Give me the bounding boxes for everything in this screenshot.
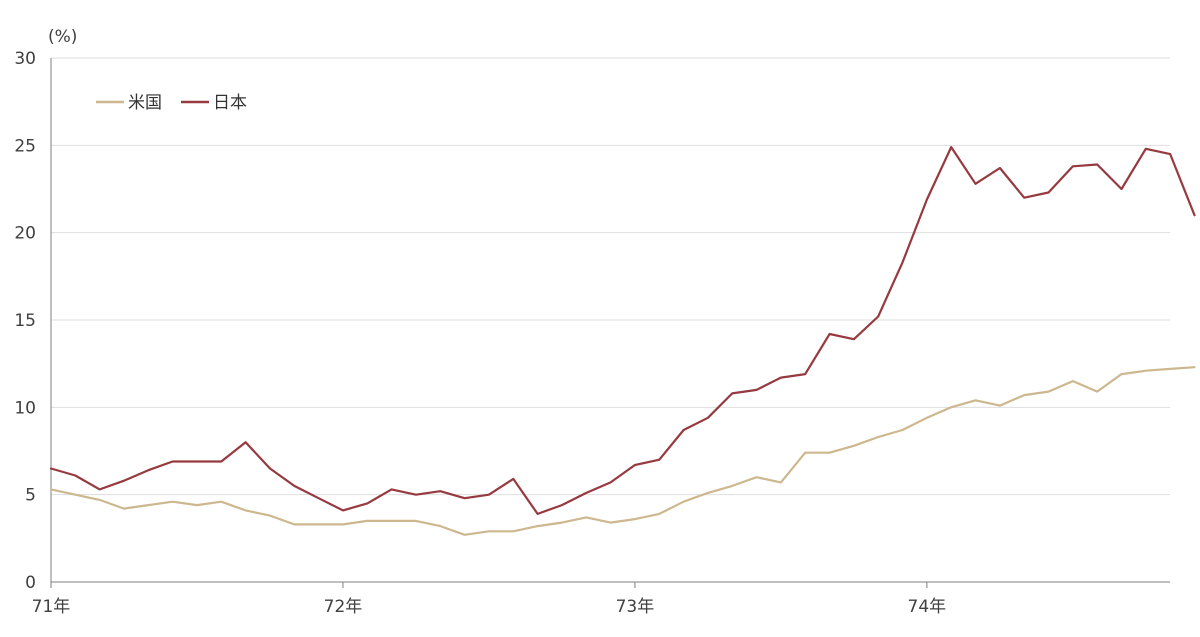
y-tick-label: 20: [14, 224, 36, 244]
y-tick-label: 30: [14, 49, 36, 69]
y-tick-label: 10: [14, 398, 36, 418]
y-tick-label: 25: [14, 136, 36, 156]
y-tick-label: 15: [14, 311, 36, 331]
x-tick-label: 72年: [324, 597, 363, 617]
gridlines: [51, 57, 1170, 496]
y-tick-label: 0: [25, 573, 36, 593]
series-line-us: [49, 366, 1196, 536]
legend-label-japan: 日本: [213, 93, 247, 113]
legend: 米国 日本: [96, 93, 247, 113]
y-tick-label: 5: [25, 486, 36, 506]
axes: 0 5 10 15 20 25 30 71年 72年 73年 74年: [14, 49, 1170, 617]
x-tick-label: 71年: [32, 597, 71, 617]
x-tick-label: 74年: [908, 597, 947, 617]
series-lines: [49, 146, 1196, 536]
y-axis-unit-label: (%): [48, 27, 77, 47]
legend-label-us: 米国: [128, 93, 162, 113]
series-line-japan: [49, 146, 1196, 516]
x-tick-label: 73年: [616, 597, 655, 617]
